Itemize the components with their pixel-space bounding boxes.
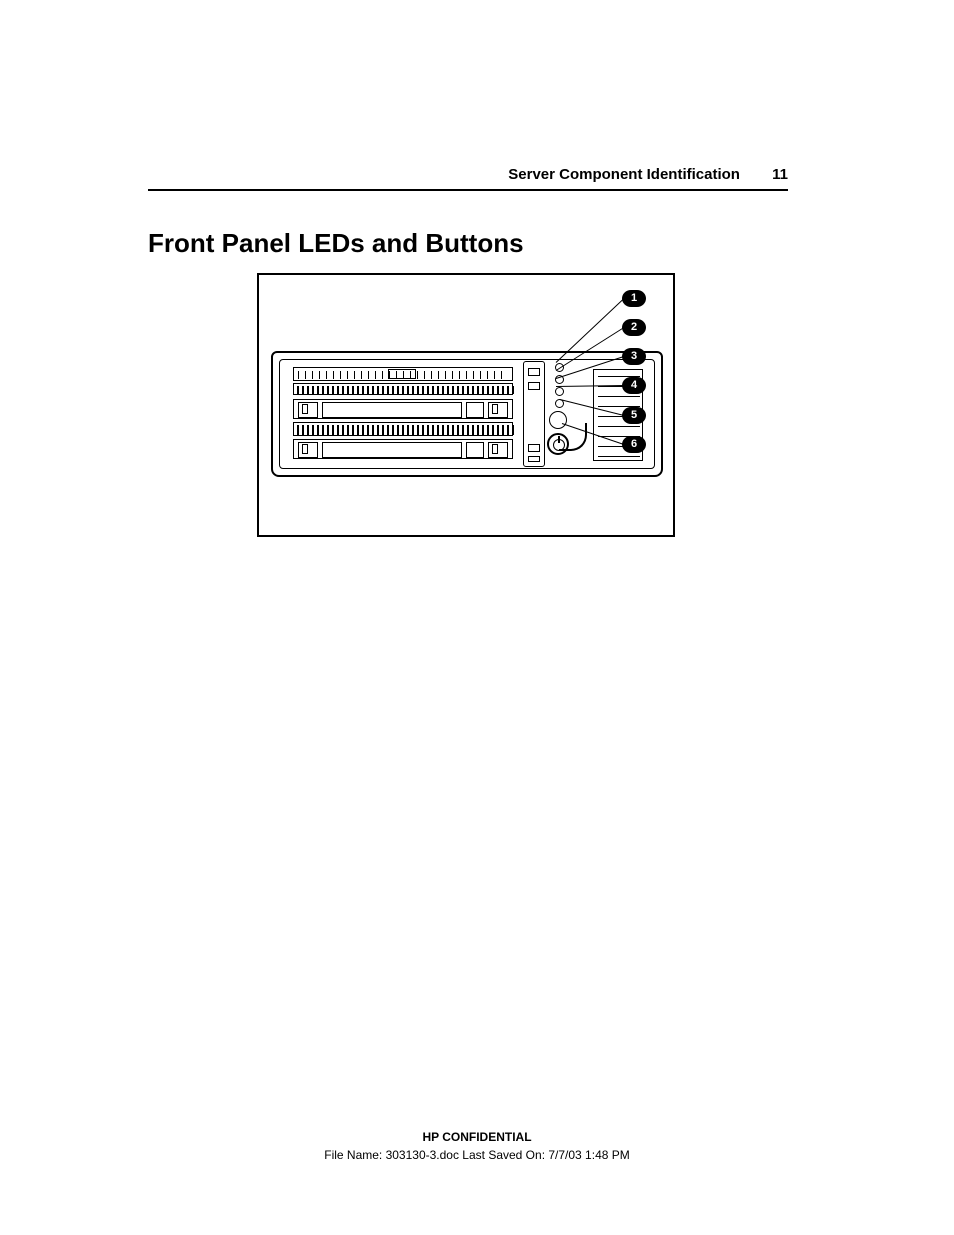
drive-tab xyxy=(492,444,498,454)
drive-cell xyxy=(322,442,462,458)
vent-row-2 xyxy=(293,422,513,436)
drive-tab xyxy=(302,404,308,414)
drive-cell xyxy=(298,402,318,418)
header-page-number: 11 xyxy=(772,166,788,183)
bezel-label xyxy=(388,369,416,379)
running-header: Server Component Identification 11 xyxy=(148,166,788,191)
vent-row-1 xyxy=(293,383,513,395)
port-icon xyxy=(528,444,540,452)
front-panel-figure: 1 2 3 4 5 6 xyxy=(257,273,675,537)
drive-row-2 xyxy=(293,439,513,459)
drive-cell xyxy=(488,402,508,418)
drive-tab xyxy=(492,404,498,414)
top-bezel xyxy=(293,367,513,381)
callout-badge-6: 6 xyxy=(622,436,646,453)
nic-led-icon xyxy=(555,387,564,396)
drive-cell xyxy=(298,442,318,458)
server-chassis xyxy=(271,351,663,477)
callout-badge-3: 3 xyxy=(622,348,646,365)
header-section: Server Component Identification xyxy=(508,166,740,183)
callout-badge-2: 2 xyxy=(622,319,646,336)
drive-cell xyxy=(466,442,484,458)
drive-cell xyxy=(488,442,508,458)
port-frame xyxy=(523,361,545,467)
port-icon xyxy=(528,368,540,376)
footer-fileinfo: File Name: 303130-3.doc Last Saved On: 7… xyxy=(0,1148,954,1162)
callout-badge-1: 1 xyxy=(622,290,646,307)
port-icon xyxy=(528,382,540,390)
drive-bays xyxy=(293,367,513,463)
page: Server Component Identification 11 Front… xyxy=(0,0,954,1235)
callout-badge-4: 4 xyxy=(622,377,646,394)
drive-tab xyxy=(302,444,308,454)
drive-row-1 xyxy=(293,399,513,419)
section-title: Front Panel LEDs and Buttons xyxy=(148,228,524,259)
port-icon xyxy=(528,456,540,462)
drive-cell xyxy=(466,402,484,418)
drive-cell xyxy=(322,402,462,418)
footer-confidential: HP CONFIDENTIAL xyxy=(0,1130,954,1144)
callout-badge-5: 5 xyxy=(622,407,646,424)
